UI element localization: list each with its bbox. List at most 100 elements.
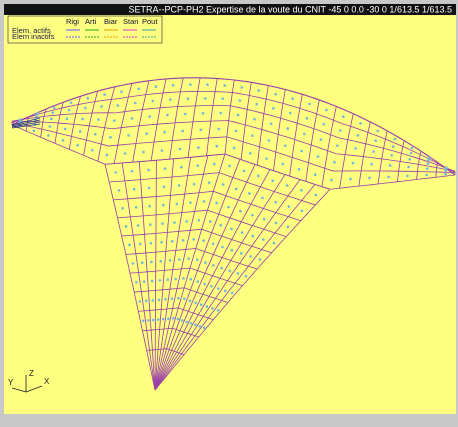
mesh-node bbox=[233, 147, 236, 150]
mesh-node bbox=[235, 130, 238, 133]
mesh-node bbox=[149, 223, 152, 226]
mesh-node bbox=[171, 240, 174, 243]
mesh-node bbox=[151, 280, 154, 283]
mesh-node bbox=[270, 122, 273, 125]
mesh-node bbox=[249, 152, 252, 155]
mesh-node bbox=[230, 228, 233, 231]
mesh-node bbox=[303, 133, 306, 136]
mesh-node bbox=[142, 151, 145, 154]
mesh-node bbox=[81, 118, 84, 121]
mesh-node bbox=[301, 210, 304, 213]
mesh-node bbox=[53, 106, 56, 109]
mesh-node bbox=[64, 128, 67, 131]
mesh-node bbox=[221, 246, 224, 249]
legend-column-label: Stan bbox=[123, 17, 138, 26]
mesh-node bbox=[196, 280, 199, 283]
mesh-node bbox=[193, 183, 196, 186]
mesh-node bbox=[94, 133, 97, 136]
mesh-node bbox=[339, 129, 342, 132]
mesh-node bbox=[87, 97, 90, 100]
mesh-node bbox=[124, 152, 127, 155]
mesh-node bbox=[190, 278, 193, 281]
mesh-node bbox=[239, 99, 242, 102]
mesh-node bbox=[357, 134, 360, 137]
mesh-node bbox=[177, 297, 180, 300]
mesh-node bbox=[139, 300, 142, 303]
mesh-node bbox=[272, 107, 275, 110]
mesh-node bbox=[274, 93, 277, 96]
mesh-node bbox=[219, 112, 222, 115]
axis-label: X bbox=[44, 377, 50, 386]
mesh-node bbox=[68, 109, 71, 112]
mesh-node bbox=[161, 222, 164, 225]
legend-column-label: Pout bbox=[142, 17, 158, 26]
mesh-node bbox=[194, 302, 197, 305]
mesh-node bbox=[135, 206, 138, 209]
axis-label: Y bbox=[8, 378, 14, 387]
viewport bbox=[4, 14, 456, 414]
mesh-node bbox=[251, 214, 254, 217]
page: SETRA--PCP-PH2 Expertise de la voute du … bbox=[0, 0, 458, 427]
mesh-node bbox=[251, 235, 254, 238]
mesh-node bbox=[62, 139, 65, 142]
mesh-node bbox=[237, 114, 240, 117]
mesh-node bbox=[228, 165, 231, 168]
mesh-node bbox=[172, 317, 175, 320]
mesh-node bbox=[374, 139, 377, 142]
mesh-node bbox=[118, 189, 121, 192]
mesh-node bbox=[164, 167, 167, 170]
mesh-node bbox=[184, 113, 187, 116]
mesh-node bbox=[114, 171, 117, 174]
mesh-node bbox=[308, 103, 311, 106]
mesh-node bbox=[240, 86, 243, 89]
mesh-node bbox=[257, 89, 260, 92]
mesh-node bbox=[237, 272, 240, 275]
mesh-node bbox=[157, 318, 160, 321]
mesh-node bbox=[182, 277, 185, 280]
mesh-node bbox=[197, 146, 200, 149]
mesh-node bbox=[131, 170, 134, 173]
mesh-node bbox=[372, 150, 375, 153]
mesh-node bbox=[427, 159, 430, 162]
mesh-node bbox=[245, 275, 248, 278]
mesh-node bbox=[206, 83, 209, 86]
mesh-node bbox=[163, 185, 166, 188]
mesh-node bbox=[189, 300, 192, 303]
mesh-node bbox=[389, 164, 392, 167]
mesh-node bbox=[240, 252, 243, 255]
mesh-node bbox=[425, 174, 428, 177]
mesh-node bbox=[410, 152, 413, 155]
mesh-node bbox=[174, 278, 177, 281]
mesh-node bbox=[224, 290, 227, 293]
mesh-node bbox=[231, 292, 234, 295]
mesh-node bbox=[97, 118, 100, 121]
mesh-node bbox=[33, 129, 36, 132]
mesh-node bbox=[151, 299, 154, 302]
mesh-node bbox=[19, 119, 22, 122]
mesh-node bbox=[194, 324, 197, 327]
mesh-node bbox=[159, 279, 162, 282]
mesh-node bbox=[370, 163, 373, 166]
mesh-node bbox=[445, 167, 448, 170]
mesh-node bbox=[291, 97, 294, 100]
mesh-node bbox=[160, 241, 163, 244]
mesh-node bbox=[406, 175, 409, 178]
mesh-node bbox=[249, 255, 252, 258]
mesh-node bbox=[199, 129, 202, 132]
mesh-node bbox=[164, 298, 167, 301]
mesh-node bbox=[333, 161, 336, 164]
mesh-node bbox=[212, 264, 215, 267]
legend-column-label: Rigi bbox=[66, 17, 79, 26]
mesh-node bbox=[215, 145, 218, 148]
legend-column-label: Biar bbox=[104, 17, 118, 26]
mesh-node bbox=[47, 134, 50, 137]
mesh-node bbox=[106, 154, 109, 157]
mesh-node bbox=[152, 100, 155, 103]
mesh-node bbox=[84, 107, 87, 110]
mesh-node bbox=[286, 127, 289, 130]
mesh-node bbox=[300, 189, 303, 192]
mesh-node bbox=[368, 177, 371, 180]
mesh-node bbox=[162, 204, 165, 207]
mesh-node bbox=[178, 258, 181, 261]
mesh-node bbox=[190, 322, 193, 325]
